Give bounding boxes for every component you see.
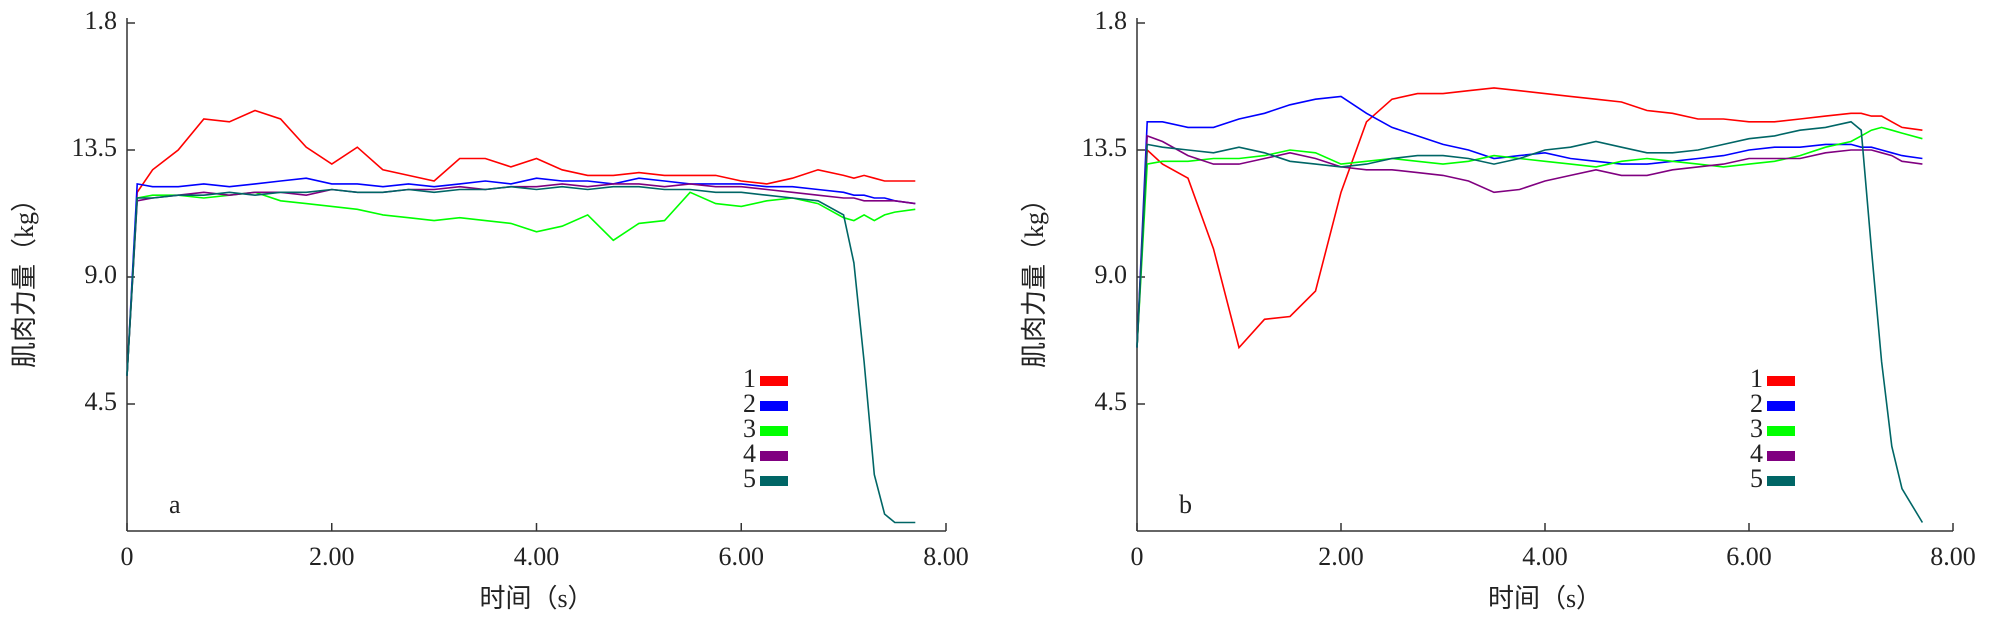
legend-label: 4 <box>743 439 756 468</box>
x-axis-label: 时间（s） <box>1488 584 1602 613</box>
panel-label: b <box>1179 490 1192 519</box>
legend-swatch <box>760 426 788 436</box>
y-axis-label: 肌肉力量（kg） <box>10 186 39 368</box>
x-tick-label: 4.00 <box>1522 542 1568 571</box>
data-line <box>1136 134 1923 348</box>
legend-swatch <box>1767 451 1795 461</box>
legend-swatch <box>760 451 788 461</box>
legend-swatch <box>760 401 788 411</box>
legend-label: 1 <box>1750 364 1763 393</box>
legend-swatch <box>760 476 788 486</box>
y-axis-label: 肌肉力量（kg） <box>1020 186 1049 368</box>
data-line <box>1136 87 1923 350</box>
x-tick-label: 2.00 <box>309 542 355 571</box>
legend-swatch <box>1767 476 1795 486</box>
legend-label: 3 <box>1750 414 1763 443</box>
legend-swatch <box>1767 426 1795 436</box>
data-line <box>126 177 916 376</box>
legend-swatch <box>1767 376 1795 386</box>
data-line <box>126 109 916 376</box>
y-tick-label: 9.0 <box>85 260 118 289</box>
y-tick-label: 13.5 <box>1082 133 1128 162</box>
x-tick-label: 8.00 <box>923 542 969 571</box>
panel-label: a <box>169 490 181 519</box>
legend-swatch <box>760 376 788 386</box>
x-tick-label: 4.00 <box>514 542 560 571</box>
legend-label: 4 <box>1750 439 1763 468</box>
x-tick-label: 6.00 <box>719 542 765 571</box>
data-line <box>1136 95 1923 348</box>
y-tick-label: 1.8 <box>1095 6 1128 35</box>
y-tick-label: 1.8 <box>85 6 118 35</box>
y-tick-label: 9.0 <box>1095 260 1128 289</box>
x-tick-label: 2.00 <box>1318 542 1364 571</box>
y-tick-label: 13.5 <box>72 133 118 162</box>
legend-swatch <box>1767 401 1795 411</box>
data-line <box>1136 126 1923 348</box>
data-line <box>1136 120 1924 523</box>
x-axis-label: 时间（s） <box>479 584 593 613</box>
x-tick-label: 6.00 <box>1726 542 1772 571</box>
legend-label: 5 <box>743 464 756 493</box>
data-line <box>126 191 916 376</box>
data-line <box>126 185 916 524</box>
x-tick-label: 0 <box>121 542 134 571</box>
legend-label: 2 <box>1750 389 1763 418</box>
y-tick-label: 4.5 <box>1095 387 1128 416</box>
y-tick-label: 4.5 <box>85 387 118 416</box>
data-line <box>126 183 916 376</box>
legend-label: 2 <box>743 389 756 418</box>
x-tick-label: 8.00 <box>1930 542 1976 571</box>
legend-label: 5 <box>1750 464 1763 493</box>
legend-label: 1 <box>743 364 756 393</box>
legend-label: 3 <box>743 414 756 443</box>
x-tick-label: 0 <box>1131 542 1144 571</box>
